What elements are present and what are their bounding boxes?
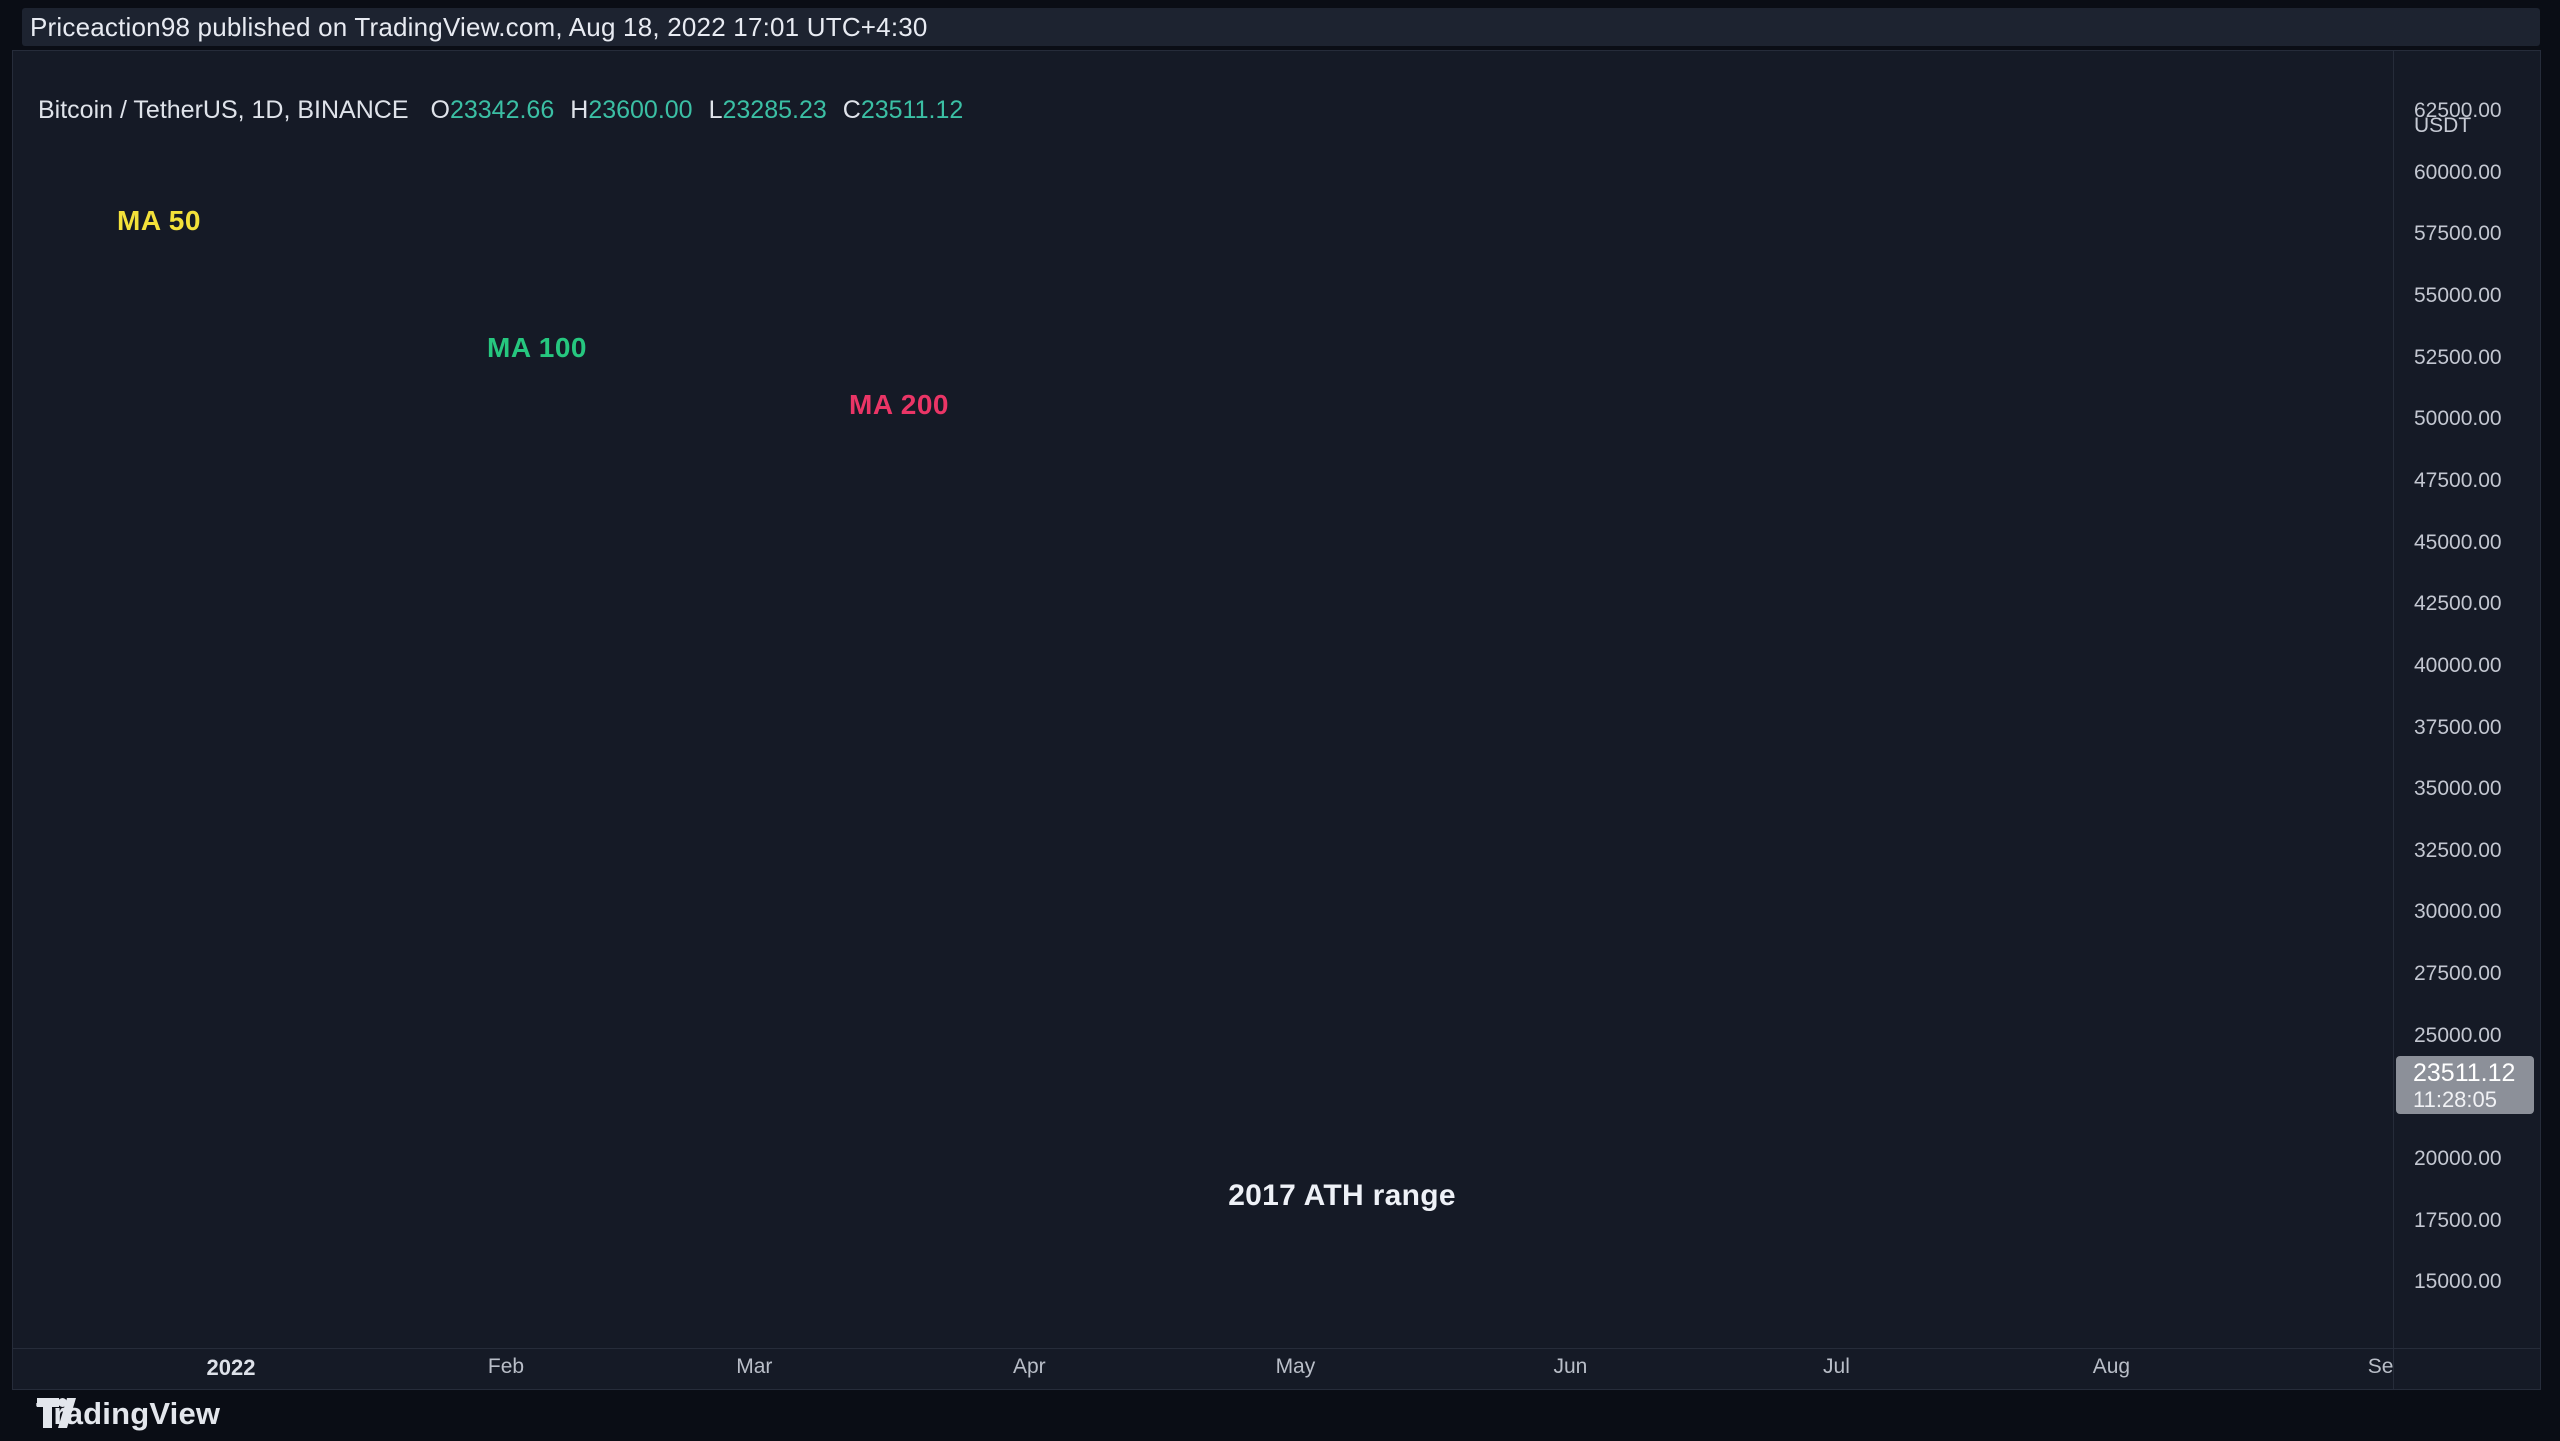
price-axis-separator bbox=[2393, 50, 2394, 1390]
ath-range-label[interactable]: 2017 ATH range bbox=[1228, 1179, 1456, 1212]
price-tick: 25000.00 bbox=[2414, 1023, 2502, 1047]
attribution-text: Priceaction98 published on TradingView.c… bbox=[30, 11, 928, 42]
price-tick: 47500.00 bbox=[2414, 468, 2502, 492]
price-tick: 55000.00 bbox=[2414, 283, 2502, 307]
symbol-header: Bitcoin / TetherUS, 1D, BINANCE O23342.6… bbox=[38, 96, 979, 125]
ma100-label[interactable]: MA 100 bbox=[487, 332, 588, 363]
time-axis-separator bbox=[12, 1348, 2541, 1349]
bar-countdown: 11:28:05 bbox=[2413, 1086, 2498, 1112]
time-tick: Jun bbox=[1553, 1355, 1588, 1378]
ohlc-close: C23511.12 bbox=[842, 96, 964, 124]
price-axis[interactable]: USDT 62500.00 60000.00 57500.00 55000.00 525… bbox=[2394, 50, 2541, 1348]
time-tick: Sep bbox=[2367, 1355, 2394, 1378]
price-tick: 30000.00 bbox=[2414, 900, 2502, 924]
chart-widget-frame[interactable] bbox=[12, 50, 2541, 1390]
price-tick: 17500.00 bbox=[2414, 1208, 2502, 1232]
price-tick: 60000.00 bbox=[2414, 160, 2502, 184]
price-tick: 32500.00 bbox=[2414, 838, 2502, 862]
price-tick: 27500.00 bbox=[2414, 962, 2502, 986]
price-axis-currency: USDT bbox=[2414, 114, 2472, 137]
price-tick: 42500.00 bbox=[2414, 592, 2502, 616]
last-price-value: 23511.12 bbox=[2413, 1058, 2516, 1087]
price-tick: 50000.00 bbox=[2414, 407, 2502, 431]
attribution-bar: Priceaction98 published on TradingView.c… bbox=[22, 8, 2540, 46]
price-tick: 15000.00 bbox=[2414, 1270, 2502, 1294]
price-tick: 35000.00 bbox=[2414, 777, 2502, 801]
time-tick: Apr bbox=[1012, 1355, 1046, 1378]
time-tick: Jul bbox=[1823, 1355, 1850, 1378]
ma200-label[interactable]: MA 200 bbox=[849, 389, 950, 420]
time-tick: Feb bbox=[487, 1355, 525, 1378]
tradingview-icon bbox=[37, 1398, 76, 1428]
price-tick: 45000.00 bbox=[2414, 530, 2502, 554]
symbol-title[interactable]: Bitcoin / TetherUS, 1D, BINANCE bbox=[38, 96, 409, 124]
price-tick: 20000.00 bbox=[2414, 1147, 2502, 1171]
price-tick: 37500.00 bbox=[2414, 715, 2502, 739]
ohlc-low: L23285.23 bbox=[708, 96, 827, 124]
price-tick: 57500.00 bbox=[2414, 222, 2502, 246]
last-price-label: 23511.12 11:28:05 bbox=[2396, 1056, 2534, 1114]
ma50-label[interactable]: MA 50 bbox=[117, 205, 201, 236]
time-axis[interactable]: 2022 Feb Mar Apr May Jun Jul Aug Sep bbox=[13, 1349, 2394, 1388]
time-tick: 2022 bbox=[206, 1355, 256, 1380]
price-tick: 52500.00 bbox=[2414, 345, 2502, 369]
time-tick: Mar bbox=[736, 1355, 773, 1378]
time-tick: Aug bbox=[2092, 1355, 2131, 1378]
price-tick: 62500.00 bbox=[2414, 99, 2502, 122]
price-tick: 40000.00 bbox=[2414, 653, 2502, 677]
ohlc-open: O23342.66 bbox=[430, 96, 555, 124]
tradingview-logo[interactable]: TradingView bbox=[36, 1396, 220, 1432]
ohlc-high: H23600.00 bbox=[570, 96, 693, 124]
time-tick: May bbox=[1275, 1355, 1316, 1378]
